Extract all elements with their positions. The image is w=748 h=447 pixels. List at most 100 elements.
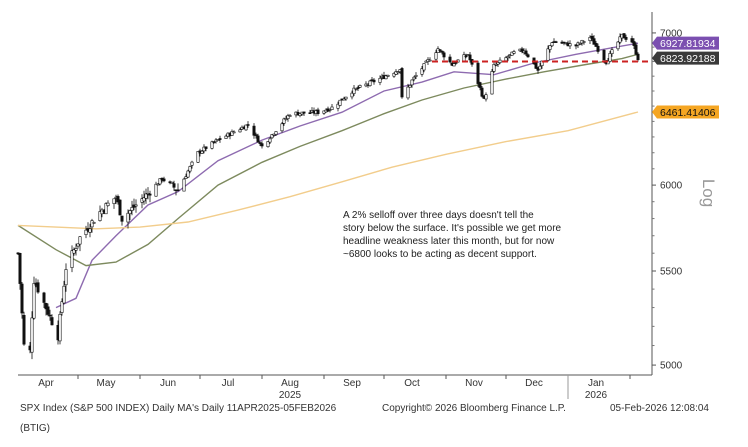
candle-body: [548, 45, 552, 50]
candle: [92, 221, 96, 224]
candle: [22, 311, 26, 346]
candle: [210, 140, 214, 150]
y-tick-label: 5000: [660, 361, 683, 372]
candle-body: [106, 202, 110, 207]
candle: [64, 263, 68, 292]
candle-body: [70, 250, 74, 268]
candle: [610, 47, 614, 57]
candle: [58, 311, 62, 345]
candle: [244, 124, 248, 131]
candle: [252, 123, 256, 139]
candle: [256, 133, 260, 143]
candle: [480, 86, 484, 98]
candle-body: [116, 196, 120, 203]
candle-body: [22, 314, 26, 345]
candle: [184, 173, 188, 179]
candle: [484, 92, 488, 102]
candle: [622, 33, 626, 39]
candle: [32, 276, 36, 320]
candle-body: [258, 142, 262, 144]
candle-body: [254, 134, 258, 136]
candle: [224, 134, 228, 139]
candle-body: [98, 211, 102, 221]
candle-body: [498, 59, 502, 63]
candle: [524, 48, 528, 56]
candle-body: [632, 41, 636, 46]
candle: [118, 199, 122, 216]
candle: [386, 74, 390, 78]
candle-body: [78, 236, 82, 245]
candle: [350, 90, 354, 100]
candle-body: [260, 143, 264, 147]
candle: [538, 63, 542, 70]
x-year-label: 2026: [585, 390, 608, 401]
candle: [308, 109, 312, 114]
candle: [520, 46, 524, 54]
candle: [438, 49, 442, 53]
candle-body: [550, 42, 554, 47]
candle-body: [60, 301, 64, 313]
candlestick-series: [16, 33, 640, 360]
candle: [590, 33, 594, 42]
candle: [70, 245, 74, 273]
candle: [632, 38, 636, 49]
candle: [196, 151, 200, 163]
candle: [158, 178, 162, 186]
candle: [36, 279, 40, 294]
candle-body: [610, 49, 614, 55]
candle-body: [218, 138, 222, 140]
candle-body: [172, 183, 176, 188]
candle-body: [616, 41, 620, 50]
candle-body: [350, 92, 354, 98]
candle-body: [284, 118, 288, 120]
candle: [130, 200, 134, 216]
candle-body: [476, 62, 480, 84]
candle: [316, 107, 320, 116]
candle: [298, 113, 302, 118]
candle: [266, 141, 270, 148]
candle-body: [120, 215, 124, 222]
ma-line-3: [17, 111, 639, 230]
candle: [546, 45, 550, 62]
candle-body: [352, 87, 356, 94]
candle-body: [286, 115, 290, 120]
candle-body: [596, 45, 600, 52]
candle: [18, 252, 22, 290]
candle-body: [578, 43, 582, 45]
candle: [554, 40, 558, 43]
candle: [216, 139, 220, 141]
candle-body: [74, 248, 78, 251]
candle-body: [44, 302, 48, 310]
candle: [302, 111, 306, 116]
candle-body: [338, 99, 342, 106]
candle-body: [478, 82, 482, 88]
candle-body: [72, 249, 76, 254]
candle: [72, 247, 76, 256]
candle: [492, 61, 496, 73]
candle-body: [154, 183, 158, 197]
candle-body: [384, 75, 388, 80]
candle-body: [512, 51, 516, 54]
candle: [624, 34, 628, 42]
candle: [142, 190, 146, 205]
candle: [212, 141, 216, 144]
candle-body: [64, 269, 68, 286]
candle-body: [422, 63, 426, 71]
candle-body: [212, 141, 216, 143]
candle-body: [538, 65, 542, 70]
candle: [330, 104, 334, 111]
candle-body: [158, 178, 162, 185]
candle-body: [144, 193, 148, 199]
x-tick-label: May: [97, 378, 116, 389]
candle-body: [554, 41, 558, 43]
candle-body: [622, 33, 626, 39]
y-tick-label: 6000: [660, 181, 683, 192]
candle-body: [412, 76, 416, 80]
candle: [442, 51, 446, 61]
candle-body: [252, 125, 256, 136]
candle-body: [378, 78, 382, 83]
candle: [582, 40, 586, 45]
candle: [448, 54, 452, 64]
candle: [126, 209, 130, 229]
candle: [202, 144, 206, 154]
